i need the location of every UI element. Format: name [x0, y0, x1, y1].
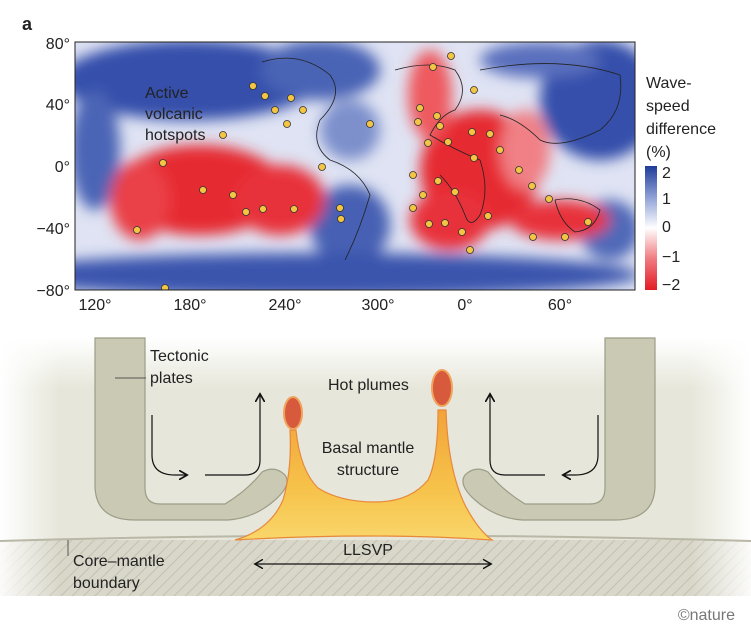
label: 180° — [173, 297, 206, 314]
coastlines — [261, 57, 622, 261]
label: boundary — [73, 575, 140, 592]
label: 240° — [268, 297, 301, 314]
map-frame — [74, 41, 636, 291]
label: −2 — [662, 277, 680, 294]
panel-label: a — [22, 14, 33, 34]
label: (%) — [646, 144, 671, 161]
label: 0° — [55, 159, 70, 176]
label: 120° — [78, 297, 111, 314]
label: structure — [337, 462, 399, 479]
diagram-labels: Tectonic plates Hot plumes Basal mantle … — [73, 348, 414, 592]
annotation: Active volcanic hotspots — [145, 85, 205, 144]
credit: ©nature — [678, 607, 735, 624]
label: Active — [145, 85, 189, 102]
label: 0° — [457, 297, 472, 314]
label: 60° — [548, 297, 572, 314]
label: LLSVP — [343, 542, 393, 559]
label: speed — [646, 98, 690, 115]
hotspots — [133, 52, 592, 290]
label: Wave- — [646, 75, 692, 92]
longitude-ticks: 120° 180° 240° 300° 0° 60° — [78, 297, 572, 314]
label: 300° — [361, 297, 394, 314]
label: volcanic — [145, 106, 203, 123]
label: 1 — [662, 191, 671, 208]
label: 0 — [662, 219, 671, 236]
label: −1 — [662, 249, 680, 266]
label: Core–mantle — [73, 553, 165, 570]
label: Basal mantle — [322, 440, 415, 457]
label: 40° — [46, 97, 70, 114]
label: −40° — [36, 221, 70, 238]
colorbar: Wave- speed difference (%) 2 1 0 −1 −2 — [645, 75, 716, 294]
tomography-map — [75, 42, 635, 290]
label: 80° — [46, 36, 70, 53]
label: plates — [150, 370, 193, 387]
label: −80° — [36, 283, 70, 300]
label: Tectonic — [150, 348, 209, 365]
label: Hot plumes — [328, 377, 409, 394]
label: difference — [646, 121, 716, 138]
mantle-diagram — [0, 337, 751, 596]
label: hotspots — [145, 127, 205, 144]
label: 2 — [662, 165, 671, 182]
latitude-ticks: 80° 40° 0° −40° −80° — [36, 36, 70, 300]
